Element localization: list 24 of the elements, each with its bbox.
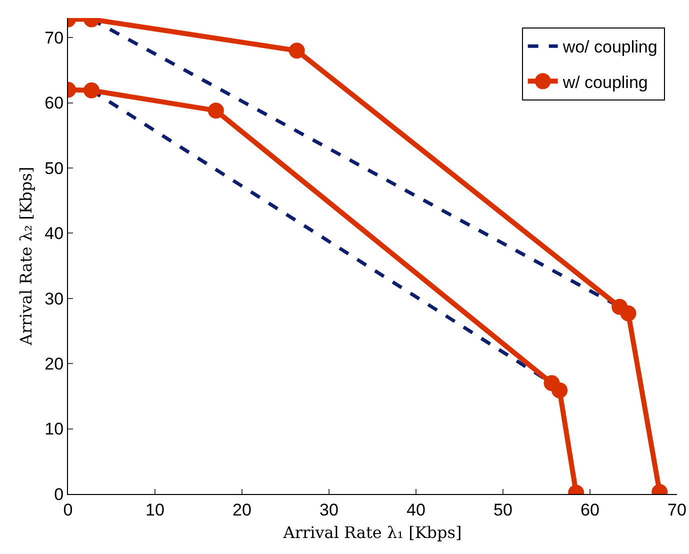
y-tick-label: 70 <box>44 28 64 48</box>
y-tick-label: 40 <box>44 224 64 244</box>
y-tick-label: 30 <box>44 289 64 308</box>
point <box>83 82 100 98</box>
y-tick-label: 0 <box>54 484 64 504</box>
x-tick-label: 60 <box>580 500 600 520</box>
y-tick-label: 20 <box>44 354 64 374</box>
x-tick-label: 50 <box>494 500 512 520</box>
point <box>208 102 224 119</box>
point <box>620 305 636 322</box>
y-tick-label: 60 <box>44 94 64 113</box>
x-axis-title: Arrival Rate λ₁ [Kbps] <box>282 523 462 542</box>
y-axis-title: Arrival Rate λ₂ [Kbps] <box>16 166 36 346</box>
x-tick-label: 40 <box>406 500 426 520</box>
x-tick-label: 30 <box>320 500 338 520</box>
y-tick-label: 50 <box>44 158 64 178</box>
x-tick-label: 70 <box>668 500 686 520</box>
legend-label: wo/ coupling <box>562 38 658 57</box>
x-tick-label: 20 <box>232 500 252 520</box>
y-tick-label: 10 <box>44 420 64 439</box>
x-tick-label: 10 <box>146 500 164 520</box>
point <box>288 42 305 59</box>
legend-label: w/ coupling <box>562 72 648 92</box>
point <box>552 382 568 398</box>
